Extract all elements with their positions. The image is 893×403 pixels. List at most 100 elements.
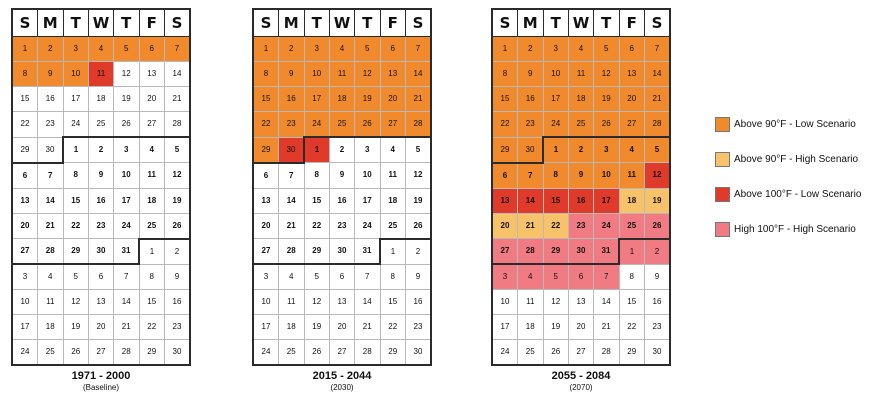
day-cell: 24 (11, 339, 38, 366)
day-cell: 12 (62, 289, 89, 315)
weekday-header: F (618, 8, 645, 37)
day-cell: 13 (88, 289, 114, 315)
day-cell: 21 (644, 86, 671, 112)
day-cell: 15 (303, 187, 330, 214)
day-cell: 20 (329, 314, 355, 340)
day-cell: 11 (329, 61, 355, 87)
day-cell: 1 (542, 136, 569, 163)
legend-swatch (715, 186, 730, 202)
day-cell: 25 (517, 339, 544, 366)
day-cell: 9 (278, 61, 305, 87)
day-cell: 10 (542, 61, 569, 87)
day-cell: 21 (517, 212, 544, 239)
weekday-header: M (517, 8, 544, 37)
day-cell: 8 (491, 61, 518, 87)
calendar-title: 2055 - 2084 (551, 370, 611, 382)
weekday-header: T (113, 8, 140, 37)
day-cell: 16 (644, 289, 671, 315)
day-cell: 14 (354, 289, 381, 315)
day-cell: 10 (354, 162, 381, 189)
day-cell: 1 (138, 237, 165, 265)
day-cell: 16 (37, 86, 64, 112)
calendar-subtitle: (2070) (569, 383, 593, 392)
day-cell: 15 (252, 86, 279, 112)
day-cell: 7 (593, 263, 620, 290)
day-cell: 9 (568, 162, 594, 189)
day-cell: 17 (11, 314, 38, 340)
day-cell: 6 (329, 263, 355, 290)
day-cell: 26 (113, 111, 140, 138)
day-cell: 13 (568, 289, 594, 315)
day-cell: 1 (491, 36, 518, 62)
week-row: 24 25 26 27 28 29 30 (491, 339, 671, 366)
day-cell: 11 (138, 162, 165, 189)
day-cell: 8 (62, 162, 89, 189)
day-cell: 17 (542, 86, 569, 112)
day-cell: 8 (618, 263, 645, 290)
week-row: 20 21 22 23 24 25 26 (11, 212, 191, 239)
day-cell: 31 (113, 238, 140, 265)
day-cell: 26 (354, 111, 381, 138)
day-cell: 3 (354, 136, 381, 163)
day-cell: 4 (278, 263, 305, 290)
day-cell: 29 (542, 238, 569, 265)
day-cell: 5 (303, 263, 330, 290)
day-cell: 13 (252, 187, 279, 214)
day-cell: 20 (491, 212, 518, 239)
day-cell: 23 (164, 314, 191, 340)
day-cell: 19 (303, 314, 330, 340)
day-cell: 24 (354, 212, 381, 239)
day-cell: 30 (164, 339, 191, 366)
day-cell: 11 (379, 162, 406, 189)
week-row: 29 30 1 2 3 4 5 (252, 136, 432, 163)
day-cell: 13 (138, 61, 165, 87)
day-cell: 29 (491, 136, 518, 163)
day-cell: 27 (11, 238, 38, 265)
day-cell: 29 (138, 339, 165, 366)
day-cell: 25 (329, 111, 355, 138)
day-cell: 28 (644, 111, 671, 138)
day-cell: 7 (278, 161, 305, 189)
day-cell: 3 (113, 136, 140, 163)
day-cell: 3 (491, 263, 518, 290)
day-cell: 11 (88, 61, 114, 87)
week-row: 20 21 22 23 24 25 26 (491, 212, 671, 239)
week-row: 15 16 17 18 19 20 21 (491, 86, 671, 112)
day-cell: 11 (278, 289, 305, 315)
day-cell: 12 (644, 162, 671, 189)
legend-item-low90: Above 90°F - Low Scenario (715, 116, 861, 132)
day-cell: 17 (491, 314, 518, 340)
day-cell: 21 (593, 314, 620, 340)
day-cell: 22 (542, 212, 569, 239)
day-cell: 16 (517, 86, 544, 112)
day-cell: 9 (37, 61, 64, 87)
day-cell: 14 (593, 289, 620, 315)
day-cell: 16 (329, 187, 355, 214)
calendar-subtitle: (Baseline) (82, 383, 119, 392)
day-cell: 10 (491, 289, 518, 315)
day-cell: 25 (618, 212, 645, 239)
week-row: 13 14 15 16 17 18 19 (491, 187, 671, 214)
day-cell: 14 (278, 187, 305, 214)
day-cell: 22 (379, 314, 406, 340)
day-cell: 24 (113, 212, 140, 239)
day-cell: 24 (593, 212, 620, 239)
day-cell: 29 (252, 136, 279, 163)
day-cell: 6 (11, 161, 38, 189)
day-cell: 14 (113, 289, 140, 315)
day-cell: 28 (405, 111, 432, 138)
day-cell: 26 (405, 212, 432, 239)
day-cell: 12 (405, 162, 432, 189)
day-cell: 28 (113, 339, 140, 366)
day-cell: 4 (379, 136, 406, 163)
day-cell: 15 (62, 187, 89, 214)
day-cell: 30 (37, 136, 64, 163)
day-cell: 14 (37, 187, 64, 214)
day-cell: 28 (517, 238, 544, 265)
day-cell: 1 (11, 36, 38, 62)
week-row: 6 7 8 9 10 11 12 (252, 161, 432, 189)
day-cell: 19 (164, 187, 191, 214)
calendar-body: 1 2 3 4 5 6 7 8 9 10 11 12 13 14 15 16 17 18 19 20 21 22 23 24 2… (252, 36, 432, 366)
